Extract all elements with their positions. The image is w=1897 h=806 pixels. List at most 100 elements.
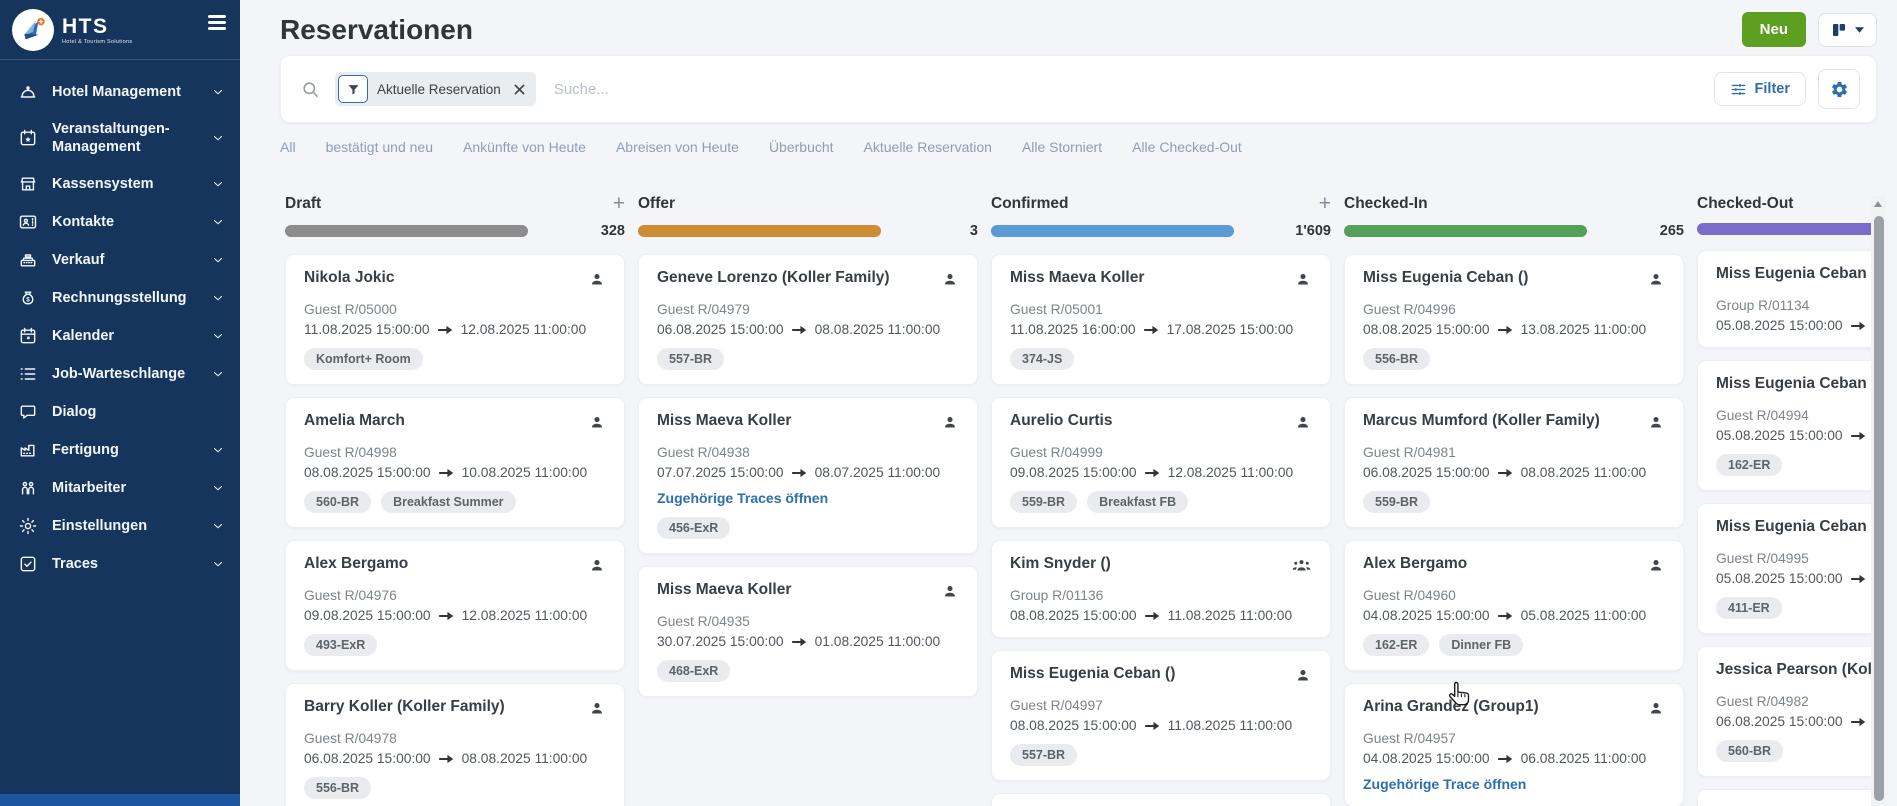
reservation-card[interactable]: Miss Eugenia Ceban ( Guest R/04995 05.08… — [1697, 503, 1872, 634]
sidebar-item-traces[interactable]: Traces — [0, 545, 240, 583]
view-switcher-button[interactable] — [1818, 12, 1877, 47]
gear-icon — [18, 516, 38, 536]
arrow-right-icon — [1497, 325, 1513, 335]
room-tag: 162-ER — [1363, 634, 1430, 656]
date-to: 06.08.2025 11:00:00 — [1520, 751, 1647, 766]
guest-name: Alex Bergamo — [1363, 555, 1468, 572]
reservation-card[interactable]: Miss Maeva Koller Guest R/04935 30.07.20… — [638, 566, 978, 697]
sidebar-item-einstellungen[interactable]: Einstellungen — [0, 507, 240, 545]
reservation-card[interactable]: Miss Eugenia Ceban () — [991, 793, 1331, 806]
reservation-card[interactable]: Barry Koller (Koller Family) Guest R/049… — [285, 683, 625, 806]
column-checked-in: Checked-In + 265 Miss Eugenia Ceban () G… — [1344, 193, 1684, 806]
reservation-card[interactable]: Miss Maeva Koller Guest R/04938 07.07.20… — [638, 397, 978, 554]
date-from: 04.08.2025 15:00:00 — [1363, 751, 1490, 766]
scrollbar-thumb[interactable] — [1873, 216, 1884, 801]
column-title: Checked-Out — [1697, 195, 1794, 212]
tab-berbucht[interactable]: Überbucht — [768, 139, 834, 155]
filter-button[interactable]: Filter — [1713, 72, 1806, 106]
settings-button[interactable] — [1818, 69, 1860, 109]
add-card-button[interactable]: + — [612, 193, 625, 215]
brand-name: HTS — [62, 14, 109, 38]
traces-link[interactable]: Zugehörige Traces öffnen — [657, 490, 829, 506]
reservation-card[interactable]: Aurelio Curtis Guest R/04999 09.08.2025 … — [991, 397, 1331, 528]
filter-chip[interactable]: Aktuelle Reservation — [335, 72, 536, 106]
chevron-down-icon — [212, 330, 224, 342]
reservation-ref: Guest R/04935 — [657, 614, 750, 629]
reservation-dates: 09.08.2025 15:00:00 12.08.2025 11:00:00 — [1010, 465, 1312, 480]
reservation-card[interactable]: Miss Eugenia Ceban ( Group R/01134 05.08… — [1697, 250, 1872, 348]
factory-icon — [18, 440, 38, 460]
svg-text:$: $ — [26, 297, 30, 304]
reservation-ref: Group R/01136 — [1010, 588, 1104, 603]
reservation-dates: 11.08.2025 16:00:00 17.08.2025 15:00:00 — [1010, 322, 1312, 337]
reservation-card[interactable]: Miss Eugenia Ceban ( Guest R/04994 05.08… — [1697, 360, 1872, 491]
person-icon — [588, 556, 606, 579]
page-header: Reservationen Neu — [240, 0, 1897, 55]
date-from: 05.08.2025 15:00:00 — [1716, 318, 1843, 333]
sidebar-item-kontakte[interactable]: Kontakte — [0, 203, 240, 241]
reservation-card[interactable]: Nikola Jokic Guest R/05000 11.08.2025 15… — [285, 254, 625, 385]
add-card-button[interactable]: + — [1318, 193, 1331, 215]
traces-link[interactable]: Zugehörige Trace öffnen — [1363, 776, 1527, 792]
date-from: 08.08.2025 15:00:00 — [304, 465, 431, 480]
page-title: Reservationen — [280, 13, 473, 45]
reservation-card[interactable]: Miss Eugenia Ceban () Guest R/04997 08.0… — [991, 650, 1331, 781]
reservation-card[interactable]: Jessica Pearson (Kolle Guest R/04982 06.… — [1697, 646, 1872, 777]
reservation-card[interactable]: Marcus Mumford (Koller Family) Guest R/0… — [1344, 397, 1684, 528]
tab-aktuelle-reservation[interactable]: Aktuelle Reservation — [863, 139, 992, 155]
cloche-icon — [18, 82, 38, 102]
scroll-up-arrow-icon[interactable] — [1874, 201, 1882, 207]
person-icon — [1647, 556, 1665, 579]
reservation-ref: Guest R/04981 — [1363, 445, 1456, 460]
sidebar-item-veranstaltungen-management[interactable]: Veranstaltungen-Management — [0, 111, 240, 165]
reservation-card[interactable]: Alex Bergamo Guest R/04976 09.08.2025 15… — [285, 540, 625, 671]
tab-abreisen-von-heute[interactable]: Abreisen von Heute — [615, 139, 739, 155]
chip-close-icon[interactable] — [514, 84, 525, 95]
column-draft: Draft + 328 Nikola Jokic Guest R/05000 1… — [285, 193, 625, 806]
sidebar-item-dialog[interactable]: Dialog — [0, 393, 240, 431]
date-from: 06.08.2025 15:00:00 — [304, 751, 431, 766]
reservation-card[interactable]: Miss Maeva Koller Guest R/05001 11.08.20… — [991, 254, 1331, 385]
vertical-scrollbar[interactable] — [1871, 196, 1886, 806]
guest-name: Miss Maeva Koller — [657, 581, 792, 598]
tab-alle-storniert[interactable]: Alle Storniert — [1021, 139, 1103, 155]
sidebar-item-verkauf[interactable]: Verkauf — [0, 241, 240, 279]
column-confirmed: Confirmed + 1'609 Miss Maeva Koller Gues… — [991, 193, 1331, 806]
sidebar-item-job-warteschlange[interactable]: Job-Warteschlange — [0, 355, 240, 393]
tab-ank-nfte-von-heute[interactable]: Ankünfte von Heute — [462, 139, 586, 155]
sidebar-item-fertigung[interactable]: Fertigung — [0, 431, 240, 469]
calendar-star-icon — [18, 128, 38, 148]
room-tag: 411-ER — [1716, 597, 1782, 619]
date-to: 08.07.2025 11:00:00 — [814, 465, 941, 480]
room-tag: Dinner FB — [1439, 634, 1524, 656]
reservation-dates: 08.08.2025 15:00:00 10.08.2025 11:00:00 — [304, 465, 606, 480]
search-input[interactable] — [553, 80, 1714, 98]
tab-all[interactable]: All — [280, 139, 296, 155]
tab-alle-checked-out[interactable]: Alle Checked-Out — [1132, 139, 1242, 155]
sidebar-item-rechnungsstellung[interactable]: $ Rechnungsstellung — [0, 279, 240, 317]
reservation-dates: 04.08.2025 15:00:00 06.08.2025 11:00:00 — [1363, 751, 1665, 766]
sidebar-item-mitarbeiter[interactable]: Mitarbeiter — [0, 469, 240, 507]
reservation-card[interactable]: Kim Snyder () Group R/01136 08.08.2025 1… — [991, 540, 1331, 638]
sidebar-item-kassensystem[interactable]: Kassensystem — [0, 165, 240, 203]
reservation-card[interactable]: Geneve Lorenzo (Koller Family) Guest R/0… — [638, 254, 978, 385]
sidebar-item-hotel-management[interactable]: Hotel Management — [0, 73, 240, 111]
reservation-card[interactable]: Miss Eugenia Ceban () Guest R/04996 08.0… — [1344, 254, 1684, 385]
hts-logo[interactable]: HTS Hotel & Tourism Solutions — [12, 9, 132, 51]
sidebar-item-kalender[interactable]: Kalender — [0, 317, 240, 355]
reservation-card[interactable]: Alex Bergamo Guest R/04960 04.08.2025 15… — [1344, 540, 1684, 671]
chevron-down-icon — [212, 132, 224, 144]
money-bag-icon: $ — [18, 288, 38, 308]
reservation-ref: Guest R/05001 — [1010, 302, 1103, 317]
reservation-ref: Guest R/04998 — [304, 445, 397, 460]
new-reservation-button[interactable]: Neu — [1741, 12, 1806, 47]
date-from: 06.08.2025 15:00:00 — [1363, 465, 1490, 480]
reservation-card[interactable]: Amelia March Guest R/04998 08.08.2025 15… — [285, 397, 625, 528]
date-from: 30.07.2025 15:00:00 — [657, 634, 784, 649]
menu-toggle-icon[interactable] — [208, 15, 226, 33]
reservation-card[interactable]: Arina Grandez (Group1) Guest R/04957 04.… — [1344, 683, 1684, 806]
tab-best-tigt-und-neu[interactable]: bestätigt und neu — [325, 139, 433, 155]
search-icon — [301, 80, 320, 99]
reservation-dates: 06.08.2025 15:00:00 08.08.2025 11:00:00 — [304, 751, 606, 766]
reservation-card[interactable] — [1697, 789, 1872, 806]
